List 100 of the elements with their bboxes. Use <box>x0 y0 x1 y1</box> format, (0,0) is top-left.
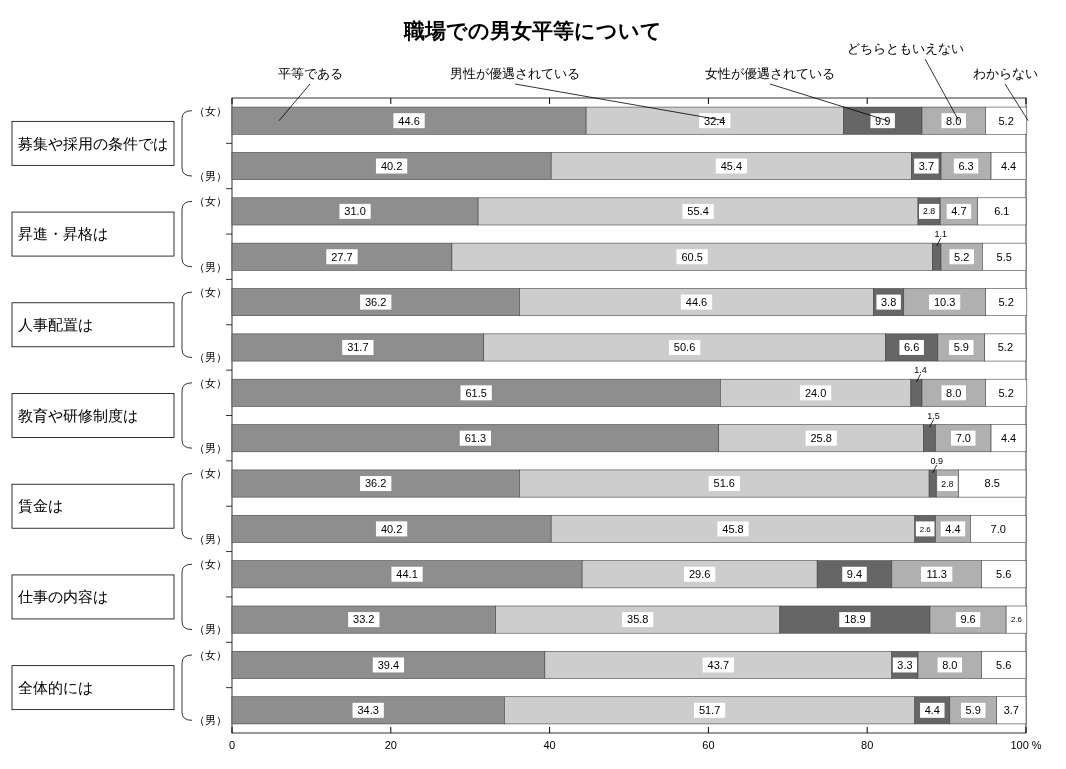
y-tick-label: （男） <box>193 623 227 637</box>
data-label: 8.5 <box>984 477 1000 490</box>
y-tick-label: （男） <box>193 532 227 546</box>
data-label: 2.8 <box>923 206 936 217</box>
data-label: 35.8 <box>627 613 649 626</box>
y-tick-label: （女） <box>193 467 227 481</box>
data-label: 50.6 <box>673 341 696 354</box>
x-tick-label: 80 <box>861 739 874 751</box>
data-label: 29.6 <box>688 568 711 581</box>
text: 全体的には <box>18 678 93 697</box>
y-tick-label: （女） <box>193 285 227 299</box>
data-label: 27.7 <box>331 250 353 263</box>
data-label: 44.6 <box>685 295 708 308</box>
data-label: 7.0 <box>955 432 971 445</box>
y-tick-label: （女） <box>193 648 227 662</box>
text: 男性が優遇されている <box>450 66 580 81</box>
data-label: 32.4 <box>704 114 726 127</box>
data-label: 1.1 <box>934 229 947 240</box>
data-label: 5.2 <box>998 295 1014 308</box>
data-label: 2.8 <box>941 478 954 489</box>
data-label: 31.7 <box>347 341 369 354</box>
data-label: 4.4 <box>945 522 961 535</box>
y-tick-label: （女） <box>193 376 227 390</box>
data-label: 4.4 <box>924 704 940 717</box>
data-label: 8.0 <box>946 114 962 127</box>
data-label: 6.6 <box>904 341 920 354</box>
data-label: 5.2 <box>954 250 970 263</box>
x-tick-label: 100 % <box>1010 739 1042 751</box>
data-label: 61.3 <box>464 432 487 445</box>
data-label: 25.8 <box>810 432 832 445</box>
data-label: 8.0 <box>946 386 962 399</box>
data-label: 39.4 <box>377 658 400 671</box>
text: 教育や研修制度は <box>18 406 138 425</box>
y-tick-label: （男） <box>193 351 227 365</box>
data-label: 4.7 <box>951 205 967 218</box>
chart-title: 職場での男女平等について <box>403 19 662 43</box>
x-tick-label: 40 <box>543 739 556 751</box>
y-tick-label: （男） <box>193 169 227 183</box>
data-label: 44.6 <box>398 114 420 127</box>
data-label: 9.6 <box>960 613 976 626</box>
data-label: 9.9 <box>875 114 891 127</box>
y-tick-label: （女） <box>193 104 227 118</box>
data-label: 0.9 <box>930 456 943 467</box>
data-label: 3.7 <box>918 159 934 172</box>
data-label: 51.6 <box>713 477 735 490</box>
data-label: 3.7 <box>1003 704 1019 717</box>
data-label: 33.2 <box>353 613 375 626</box>
data-label: 24.0 <box>804 386 827 399</box>
data-label: 3.3 <box>897 658 913 671</box>
data-label: 4.4 <box>1000 159 1017 172</box>
data-label: 11.3 <box>926 568 947 581</box>
y-tick-label: （男） <box>193 442 227 456</box>
data-label: 6.3 <box>958 159 974 172</box>
text: 女性が優遇されている <box>705 66 835 81</box>
y-tick-label: （男） <box>193 714 227 728</box>
text: 募集や採用の条件では <box>18 134 168 153</box>
data-label: 44.1 <box>396 568 418 581</box>
data-label: 5.6 <box>996 568 1012 581</box>
data-label: 9.4 <box>846 568 863 581</box>
text: 賃金は <box>18 497 63 516</box>
data-label: 5.5 <box>996 250 1012 263</box>
data-label: 5.6 <box>996 658 1012 671</box>
text: わからない <box>972 66 1038 81</box>
data-label: 36.2 <box>365 295 387 308</box>
data-label: 45.4 <box>720 159 743 172</box>
data-label: 43.7 <box>707 658 730 671</box>
data-label: 36.2 <box>365 477 387 490</box>
data-label: 4.4 <box>1000 432 1017 445</box>
y-tick-label: （女） <box>193 195 227 209</box>
data-label: 51.7 <box>698 704 721 717</box>
data-label: 1.4 <box>914 365 927 376</box>
data-label: 18.9 <box>844 613 866 626</box>
text: 仕事の内容は <box>17 588 108 607</box>
data-label: 55.4 <box>687 205 709 218</box>
y-tick-label: （男） <box>193 260 227 274</box>
data-label: 40.2 <box>380 522 403 535</box>
x-tick-label: 0 <box>228 739 236 751</box>
data-label: 1.5 <box>927 410 940 421</box>
data-label: 7.0 <box>990 522 1006 535</box>
data-label: 40.2 <box>380 159 403 172</box>
text: 人事配置は <box>18 316 93 335</box>
text: どちらともいえない <box>846 41 964 56</box>
data-label: 61.5 <box>465 386 487 399</box>
y-tick-label: （女） <box>193 558 227 572</box>
data-label: 60.5 <box>681 250 703 263</box>
data-label: 5.2 <box>998 114 1014 127</box>
data-label: 45.8 <box>722 522 744 535</box>
data-label: 10.3 <box>933 295 956 308</box>
data-label: 34.3 <box>357 704 379 717</box>
text: 昇進・昇格は <box>18 225 108 244</box>
data-label: 5.2 <box>997 341 1013 354</box>
data-label: 3.8 <box>880 295 897 308</box>
data-label: 31.0 <box>344 205 366 218</box>
data-label: 5.9 <box>953 341 969 354</box>
x-tick-label: 60 <box>702 739 715 751</box>
data-label: 5.9 <box>965 704 981 717</box>
data-label: 8.0 <box>942 658 958 671</box>
text: 平等である <box>277 66 343 81</box>
x-tick-label: 20 <box>384 739 397 751</box>
data-label: 6.1 <box>994 205 1010 218</box>
